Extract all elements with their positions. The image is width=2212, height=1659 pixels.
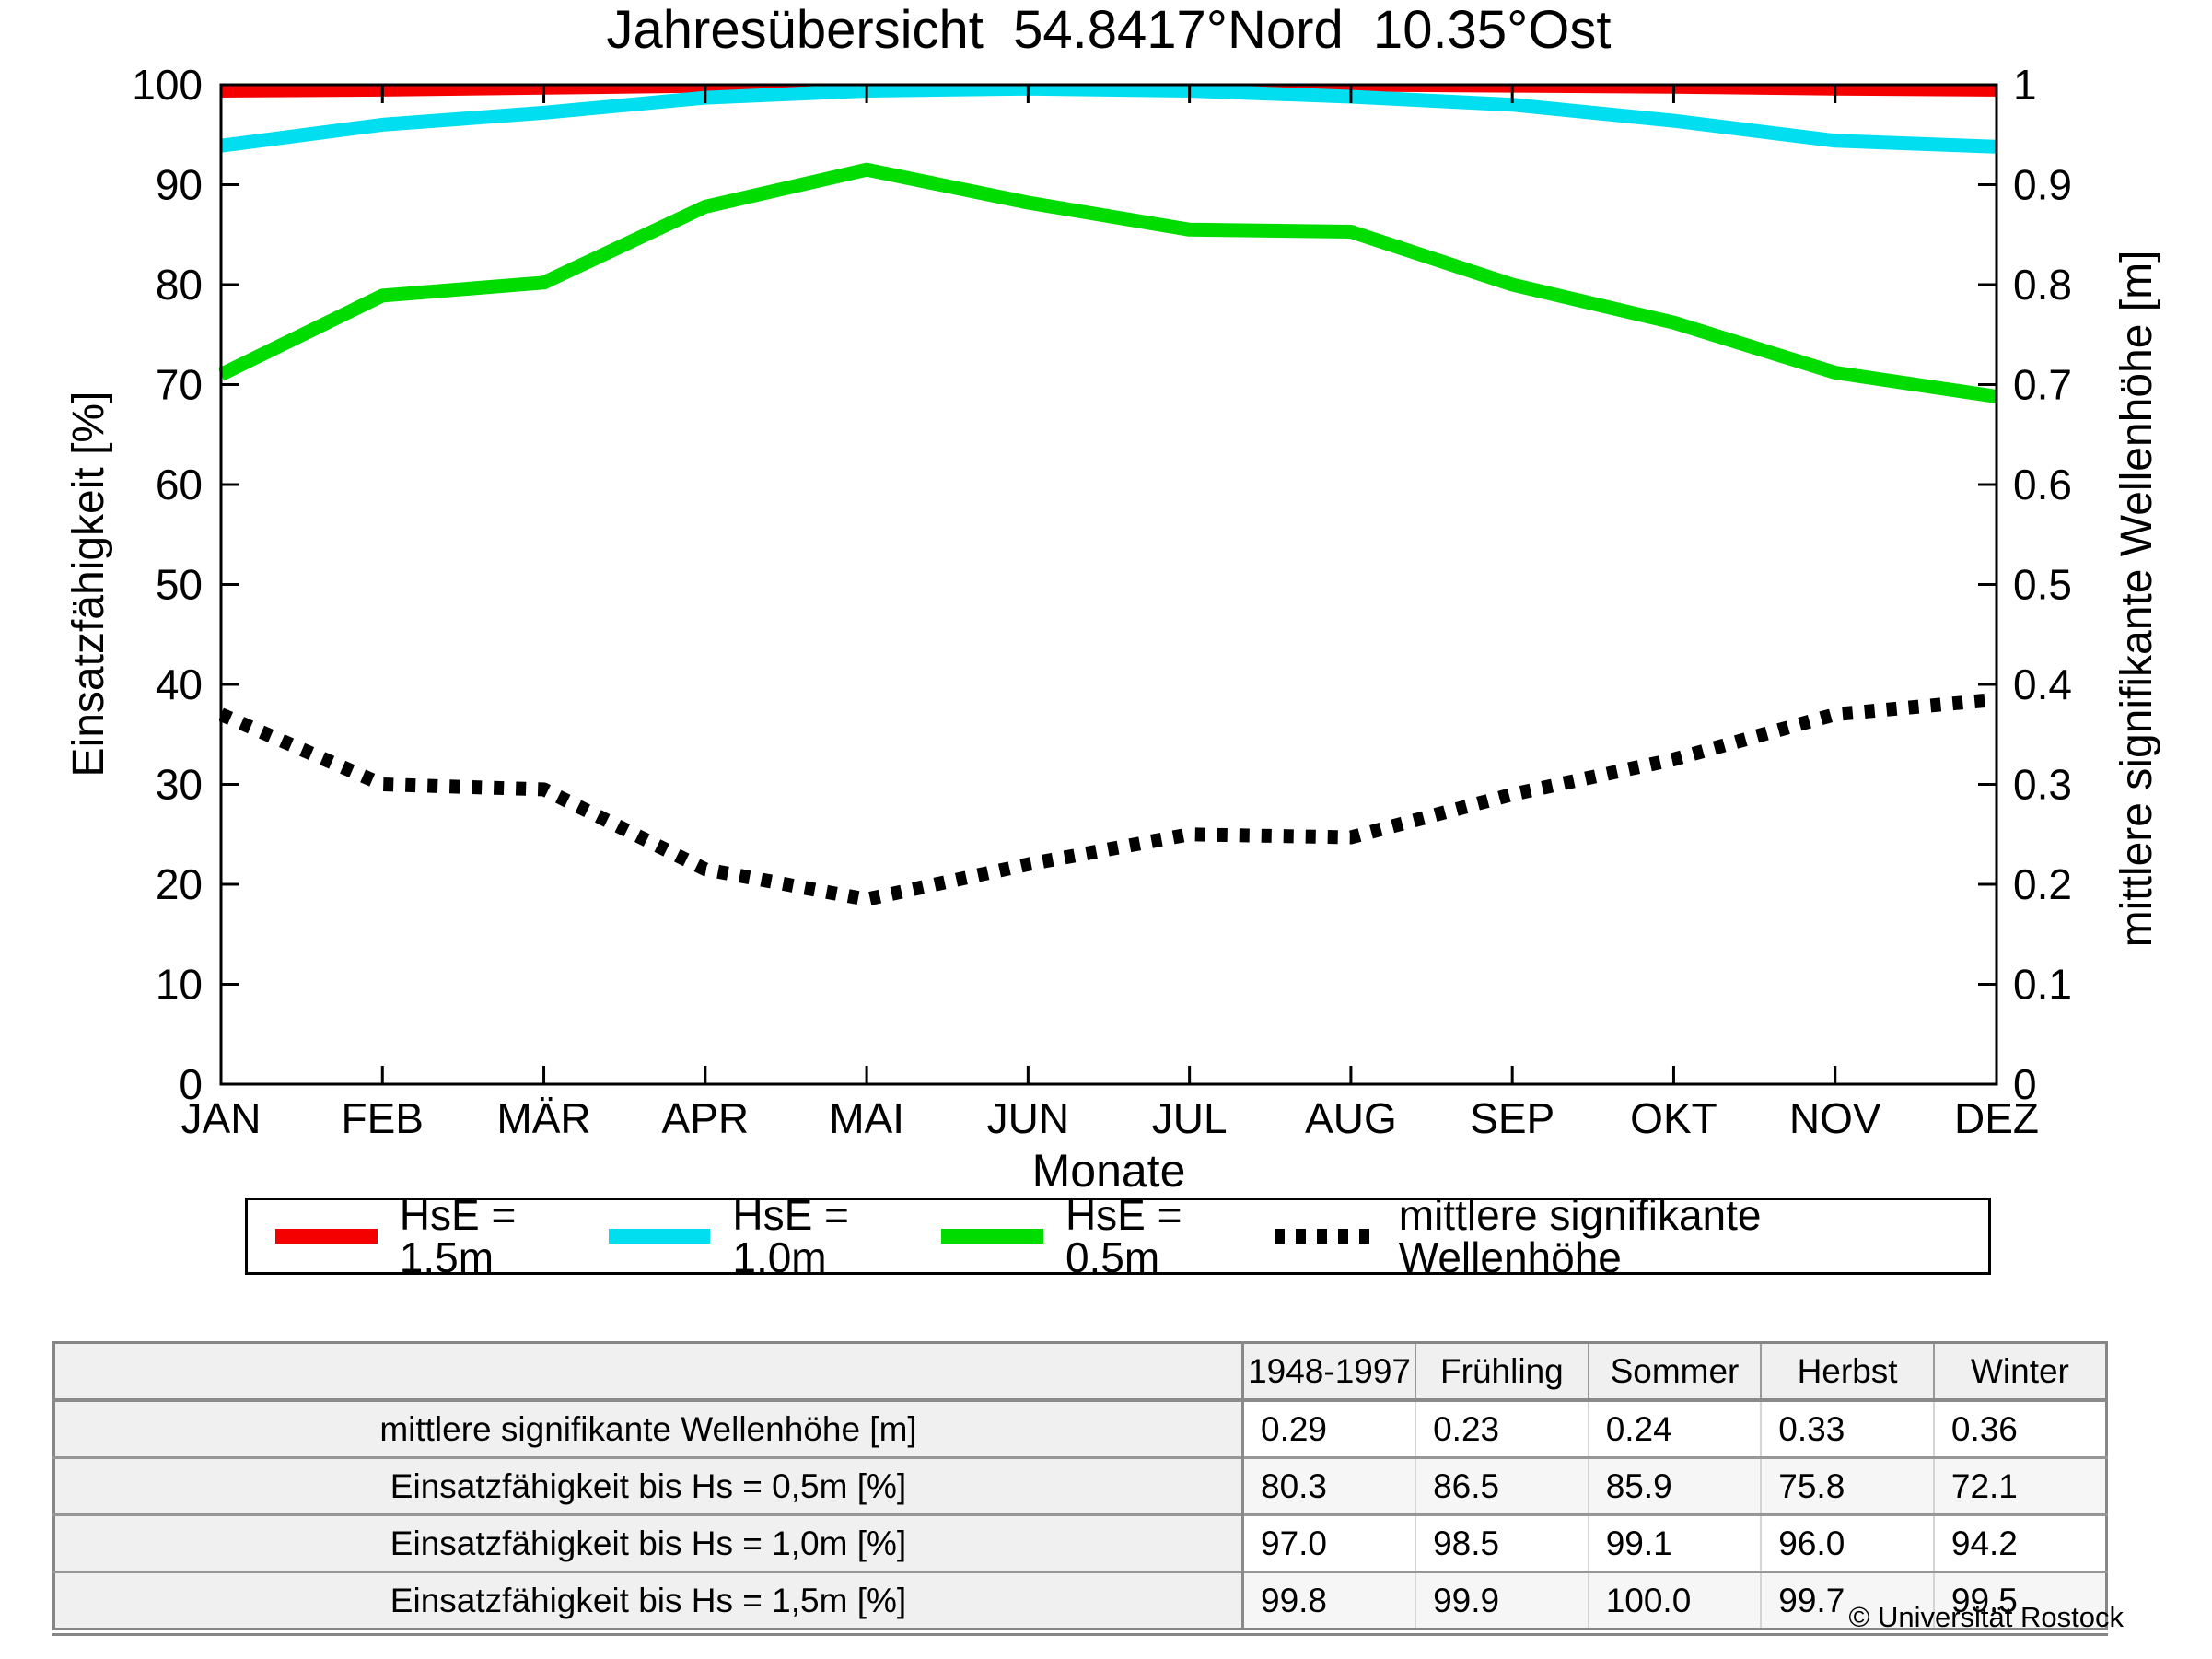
table-header-cell: Herbst	[1760, 1342, 1934, 1402]
y-right-tick-label: 0.5	[2013, 561, 2072, 609]
value-cell: 72.1	[1932, 1457, 2107, 1515]
y-left-tick-label: 70	[156, 361, 203, 409]
table-row: Einsatzfähigkeit bis Hs = 1,0m [%] 97.0 98…	[53, 1514, 2107, 1572]
series-line-0	[220, 85, 1997, 98]
value-cell: 85.9	[1587, 1457, 1762, 1515]
series-line-1	[220, 85, 1997, 154]
legend-line-red-icon	[275, 1229, 378, 1244]
y-left-tick-label: 100	[132, 61, 203, 109]
x-tick-label-month: MAI	[829, 1094, 904, 1142]
axis-ticks	[219, 83, 1998, 1086]
legend-line-dotted-icon	[1274, 1229, 1377, 1244]
value-cell: 0.33	[1760, 1400, 1934, 1458]
y-right-tick-label: 0.9	[2013, 161, 2072, 209]
y-left-tick-label: 80	[156, 261, 203, 309]
x-tick-label-month: JUN	[987, 1094, 1069, 1142]
x-tick-label-month: OKT	[1630, 1094, 1717, 1142]
x-tick-label-month: APR	[662, 1094, 750, 1142]
legend-line-cyan-icon	[608, 1229, 711, 1244]
x-tick-label-month: AUG	[1305, 1094, 1397, 1142]
y-right-tick-label: 0.1	[2013, 961, 2072, 1009]
value-cell: 99.7	[1760, 1571, 1934, 1632]
table-header: 1948-1997 Frühling Sommer Herbst Winter	[52, 1342, 2107, 1402]
legend-item-mean-wave-height: mittlere signifikante Wellenhöhe	[1274, 1191, 1961, 1281]
value-cell: 99.5	[1932, 1571, 2107, 1632]
value-cell: 80.3	[1241, 1457, 1416, 1515]
table-header-cell: Sommer	[1587, 1342, 1762, 1402]
axis-tick-labels: 100908070605040302010010.90.80.70.60.50.…	[132, 61, 2072, 1142]
value-cell: 0.23	[1415, 1400, 1589, 1458]
series-line-2	[219, 162, 1998, 403]
table-corner-cell	[52, 1342, 1244, 1402]
value-cell: 0.36	[1932, 1400, 2107, 1458]
y-left-tick-label: 40	[156, 660, 203, 708]
y-right-tick-label: 0.6	[2013, 461, 2072, 508]
y-left-tick-label: 0	[179, 1060, 203, 1108]
value-cell: 98.5	[1415, 1514, 1589, 1572]
value-cell: 75.8	[1760, 1457, 1934, 1515]
y-right-tick-label: 0.8	[2013, 261, 2072, 309]
y-right-tick-label: 0.4	[2013, 660, 2072, 708]
legend-item-hse-1-5m: HsE = 1.5m	[275, 1194, 609, 1279]
legend-label: HsE = 0.5m	[1065, 1191, 1182, 1281]
y-right-tick-label: 1	[2013, 61, 2037, 109]
table-row: Einsatzfähigkeit bis Hs = 1,5m [%] 99.8 99…	[53, 1571, 2107, 1632]
value-cell: 99.8	[1241, 1571, 1416, 1632]
x-tick-label-month: FEB	[342, 1094, 424, 1142]
annual-overview-chart: Jahresübersicht 54.8417°Nord 10.35°Ost 1…	[64, 0, 2161, 1197]
value-cell: 0.24	[1587, 1400, 1762, 1458]
x-tick-label-month: DEZ	[1954, 1094, 2039, 1142]
table-body: mittlere signifikante Wellenhöhe [m] 0.29…	[53, 1400, 2107, 1632]
y-left-tick-label: 60	[156, 461, 203, 508]
legend-label: mittlere signifikante Wellenhöhe	[1398, 1191, 1762, 1281]
legend-line-green-icon	[941, 1229, 1043, 1244]
value-cell: 99.9	[1415, 1571, 1589, 1632]
table-header-cell: Winter	[1932, 1342, 2107, 1402]
row-label: Einsatzfähigkeit bis Hs = 0,5m [%]	[53, 1457, 1244, 1515]
y-right-tick-label: 0.2	[2013, 860, 2072, 908]
x-tick-label-month: NOV	[1789, 1094, 1881, 1142]
value-cell: 97.0	[1241, 1514, 1416, 1572]
value-cell: 100.0	[1587, 1571, 1762, 1632]
y-left-tick-label: 90	[156, 161, 203, 209]
y-left-tick-label: 10	[156, 961, 203, 1009]
y-left-tick-label: 50	[156, 561, 203, 609]
value-cell: 94.2	[1932, 1514, 2107, 1572]
value-cell: 0.29	[1241, 1400, 1416, 1458]
seasonal-statistics-table: 1948-1997 Frühling Sommer Herbst Winter mitt…	[52, 1341, 2108, 1636]
row-label: Einsatzfähigkeit bis Hs = 1,5m [%]	[53, 1571, 1244, 1632]
table-header-cell: Frühling	[1415, 1342, 1589, 1402]
legend: HsE = 1.5m HsE = 1.0m HsE = 0.5m mittler…	[245, 1194, 1991, 1279]
legend-item-hse-0-5m: HsE = 0.5m	[941, 1194, 1275, 1279]
chart-title: Jahresübersicht 54.8417°Nord 10.35°Ost	[606, 0, 1611, 60]
y-left-axis-label: Einsatzfähigkeit [%]	[64, 391, 113, 777]
y-left-tick-label: 20	[156, 860, 203, 908]
axis-frame	[219, 83, 1998, 1086]
value-cell: 96.0	[1760, 1514, 1934, 1572]
row-label: mittlere signifikante Wellenhöhe [m]	[53, 1400, 1244, 1458]
row-label: Einsatzfähigkeit bis Hs = 1,0m [%]	[53, 1514, 1244, 1572]
series-lines	[219, 85, 1998, 906]
legend-label: HsE = 1.5m	[399, 1191, 517, 1281]
x-tick-label-month: JUL	[1152, 1094, 1228, 1142]
copyright-note: © Universität Rostock	[1848, 1601, 2124, 1633]
series-line-3	[219, 692, 1997, 906]
x-tick-label-month: JAN	[181, 1094, 262, 1142]
y-right-tick-label: 0.7	[2013, 361, 2072, 409]
x-tick-label-month: SEP	[1470, 1094, 1554, 1142]
y-left-tick-label: 30	[156, 761, 203, 809]
y-right-tick-label: 0	[2013, 1060, 2037, 1108]
table-row: mittlere signifikante Wellenhöhe [m] 0.29…	[53, 1400, 2107, 1458]
value-cell: 99.1	[1587, 1514, 1762, 1572]
x-tick-label-month: MÄR	[496, 1094, 590, 1142]
y-right-axis-label: mittlere signifikante Wellenhöhe [m]	[2113, 251, 2161, 948]
table-header-cell: 1948-1997	[1241, 1342, 1416, 1402]
legend-item-hse-1-0m: HsE = 1.0m	[608, 1191, 942, 1281]
legend-label: HsE = 1.0m	[732, 1191, 849, 1281]
value-cell: 86.5	[1415, 1457, 1589, 1515]
table-row: Einsatzfähigkeit bis Hs = 0,5m [%] 80.3 86…	[53, 1457, 2107, 1515]
y-right-tick-label: 0.3	[2013, 761, 2072, 809]
x-axis-label: Monate	[1032, 1145, 1186, 1197]
